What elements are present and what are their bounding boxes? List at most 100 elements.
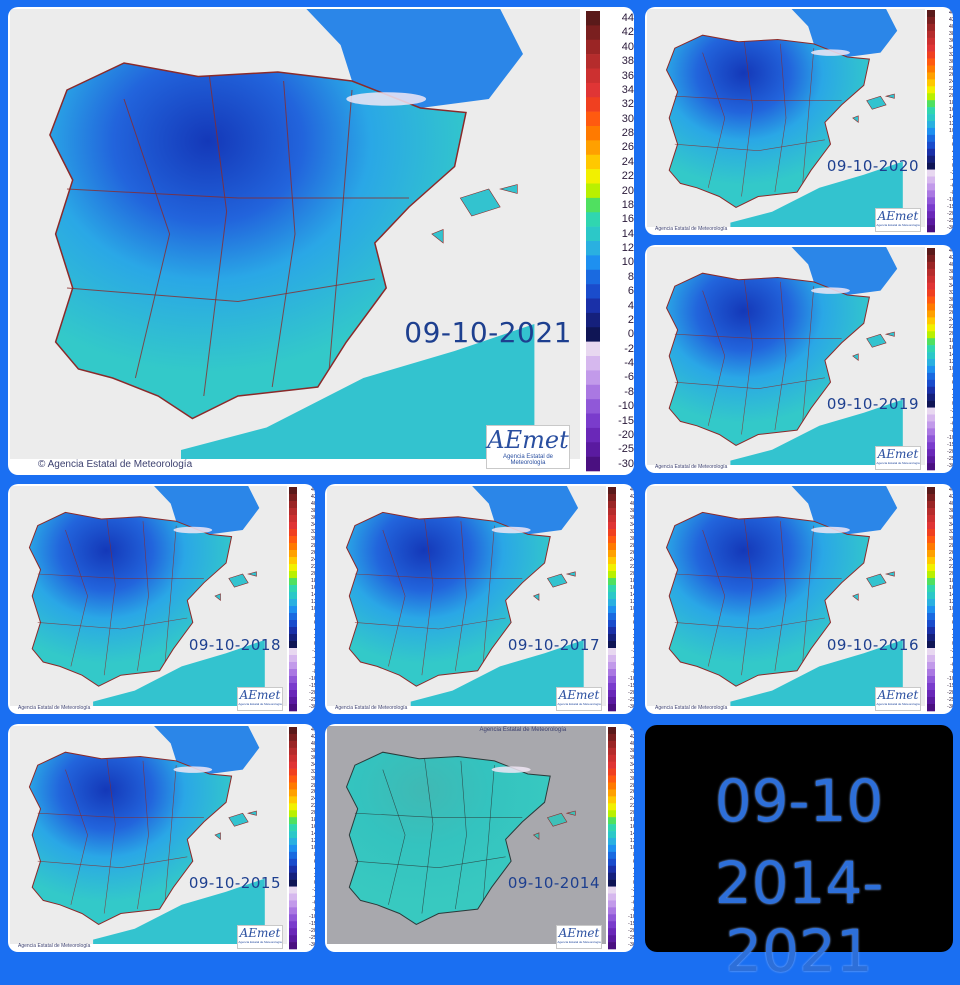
scale-swatch (289, 662, 297, 670)
scale-label: 38 (310, 747, 315, 754)
scale-label: 44 (310, 727, 315, 733)
temperature-map (10, 726, 297, 950)
scale-label: -20 (309, 690, 315, 696)
pyrenees-snow (491, 766, 531, 773)
scale-label: 30 (948, 296, 953, 303)
province-border (137, 521, 149, 671)
title-box: 09-10 2014-2021 (645, 725, 953, 985)
scale-swatch (927, 289, 935, 297)
iberian-peninsula (665, 511, 871, 687)
scale-swatch (927, 310, 935, 318)
pyrenees-snow (173, 766, 213, 773)
scale-label: 14 (310, 592, 315, 598)
scale-label: 6 (627, 285, 634, 298)
scale-label: 34 (948, 44, 953, 51)
scale-swatch (927, 676, 935, 684)
scale-label: 30 (629, 775, 634, 782)
scale-swatch (927, 564, 935, 572)
scale-swatch (927, 529, 935, 537)
scale-swatch (289, 740, 297, 749)
scale-label: 36 (948, 275, 953, 282)
scale-swatch (927, 456, 935, 464)
scale-label: 2 (633, 873, 634, 880)
scale-label: 12 (629, 599, 634, 605)
scale-swatch (608, 844, 616, 853)
scale-swatch (289, 599, 297, 607)
province-border (354, 573, 523, 579)
scale-swatch (927, 37, 935, 45)
scale-label: 2 (633, 634, 634, 641)
scale-label: -10 (618, 400, 634, 413)
scale-label: 30 (310, 775, 315, 782)
title-dates: 09-10 (714, 767, 884, 835)
temperature-map (327, 486, 616, 712)
scale-labels: 4442403836343230282624222018161412108642… (618, 487, 634, 711)
scale-swatch (927, 494, 935, 502)
scale-label: 24 (629, 557, 634, 563)
france-area (472, 486, 579, 535)
scale-label: -20 (947, 211, 953, 218)
scale-labels: 4442403836343230282624222018161412108642… (937, 248, 953, 470)
pyrenees-snow (346, 92, 427, 106)
scale-label: 12 (310, 599, 315, 605)
scale-swatch (927, 211, 935, 219)
scale-swatch (586, 269, 600, 285)
scale-label: 22 (948, 86, 953, 93)
scale-swatch (927, 463, 935, 471)
scale-label: 12 (629, 838, 634, 844)
scale-label: 28 (948, 543, 953, 549)
province-border (455, 521, 467, 671)
scale-label: 18 (629, 578, 634, 584)
scale-swatch (608, 501, 616, 509)
scale-swatch (927, 704, 935, 712)
balearic-island (247, 571, 257, 577)
map-panel-2020: 4442403836343230282624222018161412108642… (645, 7, 953, 235)
scale-label: -15 (947, 204, 953, 211)
scale-swatch (608, 796, 616, 804)
scale-swatch (927, 697, 935, 705)
scale-swatch (289, 578, 297, 586)
scale-label: -8 (312, 907, 315, 914)
temperature-map (647, 247, 935, 471)
scale-label: 2 (314, 634, 315, 641)
scale-swatch (289, 768, 297, 776)
scale-swatch (927, 449, 935, 457)
scale-swatch (289, 557, 297, 565)
scale-swatch (608, 872, 616, 880)
scale-swatch (586, 212, 600, 227)
scale-swatch (289, 508, 297, 516)
scale-label: 4 (952, 627, 953, 634)
scale-swatch (927, 248, 935, 256)
scale-swatch (927, 543, 935, 551)
north-africa-area (410, 640, 584, 706)
scale-label: -10 (628, 676, 634, 682)
scale-swatch (927, 522, 935, 530)
credit-text: Agencia Estatal de Meteorología (18, 943, 91, 949)
province-border (354, 812, 523, 818)
scale-label: 18 (310, 578, 315, 584)
scale-label: 22 (310, 564, 315, 570)
scale-label: -10 (947, 197, 953, 204)
france-area (791, 247, 898, 295)
scale-label: -30 (947, 704, 953, 710)
scale-swatch (608, 522, 616, 530)
scale-label: 10 (948, 606, 953, 612)
scale-swatch (289, 796, 297, 804)
province-border (382, 769, 406, 905)
scale-swatch (608, 662, 616, 670)
scale-swatch (289, 942, 297, 950)
scale-swatch (927, 58, 935, 66)
scale-label: 40 (948, 501, 953, 507)
scale-swatch (927, 121, 935, 129)
scale-swatch (586, 68, 600, 84)
scale-label: 42 (629, 733, 634, 740)
scale-swatch (289, 487, 297, 495)
scale-swatch (927, 501, 935, 509)
scale-swatch (608, 571, 616, 579)
scale-swatch (586, 298, 600, 314)
scale-swatch (586, 140, 600, 156)
scale-label: 6 (314, 859, 315, 866)
scale-swatch (927, 338, 935, 346)
scale-swatch (586, 284, 600, 299)
scale-swatch (289, 838, 297, 846)
